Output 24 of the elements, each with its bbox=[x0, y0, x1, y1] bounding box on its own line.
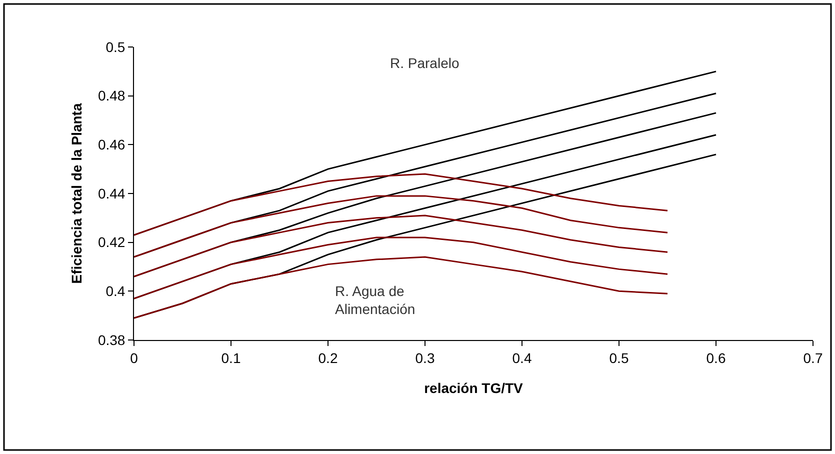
x-tick-label: 0.5 bbox=[609, 350, 629, 366]
line-series bbox=[134, 173, 668, 236]
y-tick-label: 0.38 bbox=[98, 332, 126, 348]
y-tick-label: 0.48 bbox=[98, 88, 126, 104]
x-tick-label: 0.2 bbox=[318, 350, 338, 366]
x-axis-title: relación TG/TV bbox=[424, 380, 524, 396]
y-tick-label: 0.42 bbox=[98, 234, 126, 250]
line-series bbox=[134, 195, 668, 258]
line-series bbox=[134, 236, 668, 300]
annotation: R. Paralelo bbox=[390, 55, 460, 71]
y-tick-label: 0.46 bbox=[98, 136, 126, 153]
x-tick-label: 0 bbox=[130, 350, 138, 366]
x-tick-label: 0.7 bbox=[803, 350, 823, 366]
y-tick-label: 0.4 bbox=[106, 283, 126, 300]
line-series bbox=[134, 214, 668, 278]
x-tick-label: 0.4 bbox=[512, 350, 532, 366]
annotation: R. Agua de Alimentación bbox=[335, 283, 416, 318]
y-axis-title: Eficiencia total de la Planta bbox=[68, 103, 85, 284]
x-tick-label: 0.6 bbox=[706, 350, 726, 366]
x-tick-label: 0.1 bbox=[221, 350, 241, 366]
y-tick-label: 0.5 bbox=[106, 38, 126, 55]
x-tick-label: 0.3 bbox=[415, 350, 435, 366]
y-tick-label: 0.44 bbox=[98, 185, 126, 202]
line-series bbox=[134, 256, 668, 319]
